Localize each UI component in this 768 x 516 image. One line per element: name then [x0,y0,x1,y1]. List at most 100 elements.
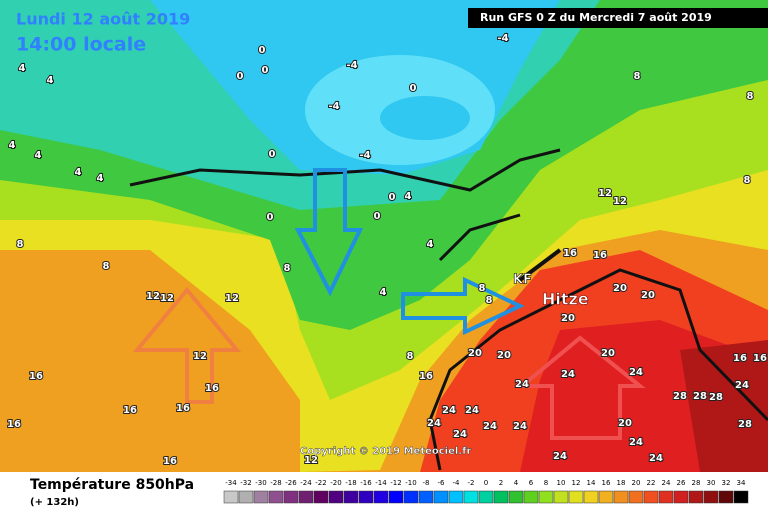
color-tick-label: 8 [544,479,548,487]
contour-label: 0 [269,149,276,160]
contour-label: 12 [146,291,160,302]
color-tick-label: -28 [270,479,281,487]
contour-label: 16 [419,371,433,382]
heat-label: Hitze [542,290,589,309]
color-tick-label: 26 [677,479,686,487]
color-tick-label: -8 [423,479,430,487]
contour-label: 0 [262,65,269,76]
contour-label: 0 [410,83,417,94]
contour-label: 0 [237,71,244,82]
color-swatch [658,490,674,504]
color-tick-label: -22 [315,479,326,487]
color-swatch [703,490,719,504]
isotherm-20 [428,268,768,471]
color-tick-label: -16 [360,479,372,487]
color-tick-label: 14 [587,479,596,487]
color-swatch [673,490,689,504]
color-swatch [373,490,389,504]
color-tick-label: 12 [572,479,581,487]
color-swatch [508,490,524,504]
contour-label: 8 [747,91,754,102]
contour-label: 0 [374,211,381,222]
color-tick-label: 16 [602,479,611,487]
contour-label: 4 [9,140,16,151]
color-tick-label: 6 [529,479,534,487]
contour-label: 12 [160,293,174,304]
contour-label: -4 [497,33,508,44]
contour-label: 20 [497,350,511,361]
color-tick-label: 22 [647,479,656,487]
contour-label: 28 [693,391,707,402]
contour-label: 20 [641,290,655,301]
contour-label: 4 [75,167,82,178]
contour-label: 28 [738,419,752,430]
map-fields [0,0,768,472]
arrow-east [401,276,525,336]
color-swatch [553,490,569,504]
contour-label: 24 [561,369,575,380]
contour-label: 12 [613,196,627,207]
contour-label: 24 [515,379,529,390]
color-tick-label: 20 [632,479,641,487]
color-tick-label: -34 [225,479,237,487]
color-tick-label: -10 [405,479,416,487]
color-swatch [628,490,644,504]
contour-label: 16 [593,250,607,261]
contour-label: 28 [709,392,723,403]
color-swatch [538,490,554,504]
isotherm-zero [129,148,561,262]
contour-label: 0 [267,212,274,223]
contour-label: 8 [479,283,486,294]
color-tick-label: -24 [300,479,312,487]
contour-label: 4 [97,173,104,184]
contour-label: 4 [35,150,42,161]
contour-label: 4 [427,239,434,250]
color-swatch [388,490,404,504]
field-hottest [680,340,768,472]
contour-label: 24 [453,429,467,440]
color-swatch [583,490,599,504]
color-swatch [433,490,449,504]
contour-label: -4 [346,60,357,71]
color-swatch [718,490,734,504]
contour-label: 12 [304,455,318,466]
run-info: Run GFS 0 Z du Mercredi 7 août 2019 [480,11,712,24]
contour-label: 8 [634,71,641,82]
color-swatch [448,490,464,504]
color-swatch [733,490,749,504]
color-tick-label: -32 [240,479,251,487]
contour-label: 16 [753,353,767,364]
contour-label: 8 [486,295,493,306]
legend-lead: (+ 132h) [30,497,79,508]
color-swatch [343,490,359,504]
contour-label: 24 [465,405,479,416]
color-swatch [493,490,509,504]
color-tick-label: 34 [737,479,746,487]
contour-label: 16 [29,371,43,382]
color-swatch [283,490,299,504]
contour-label: 20 [601,348,615,359]
color-swatch [568,490,584,504]
contour-label: 24 [553,451,567,462]
contour-label: 12 [225,293,239,304]
color-swatch [688,490,704,504]
arrows [132,168,646,440]
run-box [468,8,768,28]
contour-label: 4 [405,191,412,202]
color-tick-label: 4 [514,479,519,487]
color-swatch [328,490,344,504]
color-tick-label: 30 [707,479,716,487]
contour-label: 12 [598,188,612,199]
contour-label: 8 [17,239,24,250]
color-tick-label: 0 [484,479,488,487]
contour-label: 8 [284,263,291,274]
color-swatch [598,490,614,504]
color-tick-label: -2 [468,479,475,487]
color-swatch [523,490,539,504]
contour-label: 24 [483,421,497,432]
color-swatch [643,490,659,504]
contour-label: 0 [259,45,266,56]
contour-label: 4 [19,63,26,74]
color-tick-label: -18 [345,479,356,487]
contour-label: 8 [744,175,751,186]
